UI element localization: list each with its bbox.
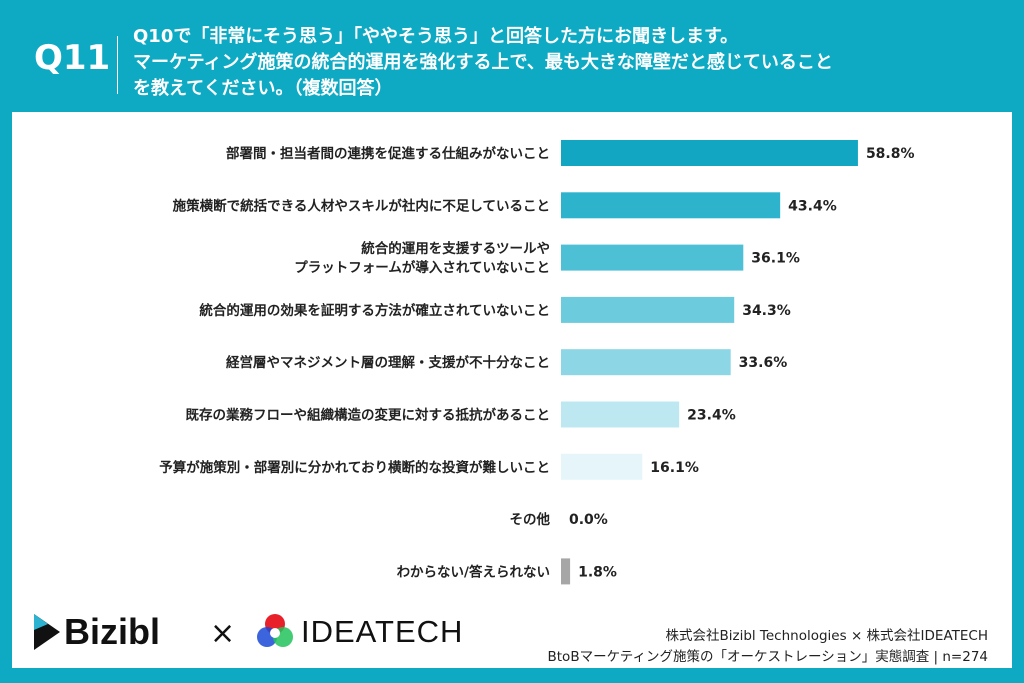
category-label: 施策横断で統括できる人材やスキルが社内に不足していること — [173, 197, 550, 214]
bar — [561, 296, 735, 323]
chart-panel — [12, 112, 1012, 668]
bizibl-logo: Bizibl — [30, 610, 160, 654]
category-label: わからない/答えられない — [397, 563, 550, 580]
question-number: Q11 — [34, 38, 111, 78]
question-line: を教えてください。（複数回答） — [133, 78, 393, 99]
question-line: マーケティング施策の統合的運用を強化する上で、最も大きな障壁だと感じていること — [133, 52, 833, 73]
bar — [561, 192, 781, 219]
data-label: 33.6% — [739, 355, 788, 371]
data-label: 0.0% — [569, 512, 608, 528]
data-label: 34.3% — [742, 303, 791, 319]
data-label: 36.1% — [751, 251, 800, 267]
data-label: 1.8% — [578, 564, 617, 580]
category-label: 経営層やマネジメント層の理解・支援が不十分なこと — [226, 354, 550, 371]
bar — [561, 349, 731, 376]
category-label: 予算が施策別・部署別に分かれており横断的な投資が難しいこと — [159, 459, 550, 476]
question-text: Q10で「非常にそう思う」「ややそう思う」と回答した方にお聞きします。 マーケテ… — [133, 24, 993, 102]
category-label: 既存の業務フローや組織構造の変更に対する抵抗があること — [186, 407, 551, 424]
data-label: 58.8% — [866, 146, 915, 162]
bar — [561, 140, 858, 166]
bar — [561, 401, 680, 428]
data-label: 43.4% — [788, 198, 837, 214]
color-wheel-icon — [257, 614, 293, 647]
ideatech-logo: IDEATECH — [255, 610, 463, 654]
category-label: プラットフォームが導入されていないこと — [294, 259, 550, 276]
bar — [561, 558, 571, 585]
divider — [117, 36, 118, 94]
play-icon — [34, 614, 60, 650]
category-label: 統合的運用を支援するツールや — [361, 240, 550, 257]
times-sign: × — [210, 616, 236, 651]
category-label: その他 — [510, 511, 551, 528]
question-line: Q10で「非常にそう思う」「ややそう思う」と回答した方にお聞きします。 — [133, 26, 739, 47]
data-label: 23.4% — [687, 408, 736, 424]
data-label: 16.1% — [650, 460, 699, 476]
category-label: 統合的運用の効果を証明する方法が確立されていないこと — [199, 302, 550, 319]
bar — [561, 244, 744, 271]
category-label: 部署間・担当者間の連携を促進する仕組みがないこと — [226, 145, 550, 162]
bar — [561, 453, 643, 480]
source-note: 株式会社Bizibl Technologies × 株式会社IDEATECH B… — [547, 628, 989, 665]
